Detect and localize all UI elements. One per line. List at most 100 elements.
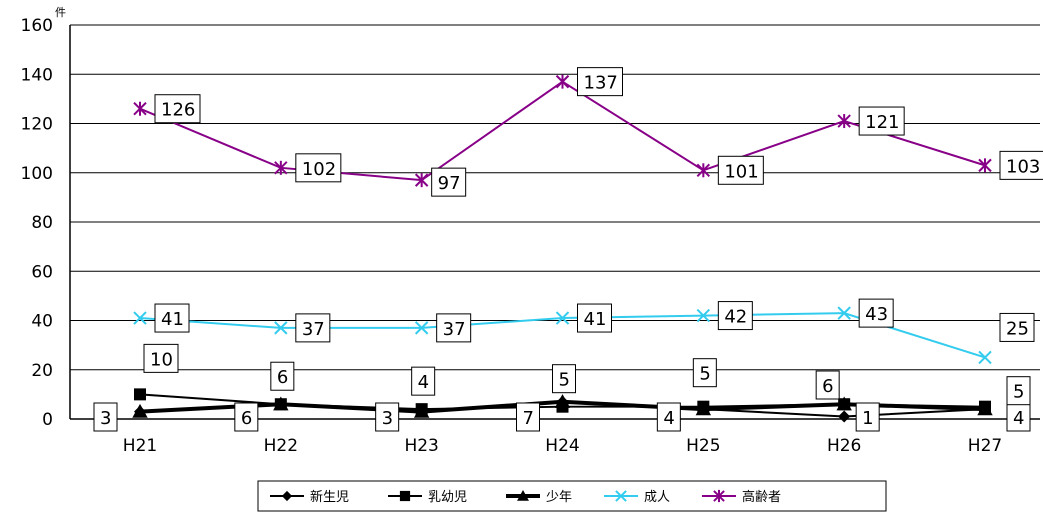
data-label-成人-H25-text: 42 [724, 307, 747, 328]
point-成人-H24 [555, 311, 570, 325]
legend-marker-少年 [517, 490, 529, 501]
data-label-乳幼児-H26-text: 6 [822, 376, 833, 397]
data-label-新生児-H25-box [656, 402, 681, 432]
legend-marker-高齢者 [713, 489, 725, 503]
data-label-新生児-H22-text: 6 [241, 408, 252, 429]
data-label-乳幼児-H21-text: 10 [150, 349, 173, 370]
data-label-乳幼児-H21: 10 [143, 343, 179, 373]
point-少年-H24 [554, 394, 571, 408]
data-label-乳幼児-H23-box [411, 366, 436, 396]
y-tick-label-160: 160 [21, 16, 53, 36]
data-label-高齢者-H21-text: 126 [161, 100, 195, 121]
y-tick-labels: 0 20 40 60 80 100 120 140 160 [21, 16, 53, 430]
x-tick-label-H24: H24 [545, 436, 579, 456]
data-label-乳幼児-H21-box [143, 343, 179, 373]
point-成人-H23 [414, 321, 429, 335]
y-tick-label-80: 80 [31, 213, 53, 233]
point-成人-H21 [133, 311, 147, 325]
point-高齢者-H21 [133, 101, 147, 116]
data-label-高齢者-H26-text: 121 [865, 112, 899, 133]
y-tick-label-40: 40 [31, 312, 53, 332]
data-label-乳幼児-H24-text: 5 [559, 370, 570, 391]
grid-lines [70, 24, 1040, 371]
point-少年-H27 [977, 401, 993, 416]
data-label-高齢者-H25-text: 101 [724, 161, 758, 182]
data-label-乳幼児-H27-box [1006, 376, 1031, 406]
legend-label-新生児: 新生児 [310, 489, 349, 505]
series-group [132, 74, 993, 423]
data-label-高齢者-H24-text: 137 [584, 73, 618, 94]
data-label-新生児-H23: 3 [375, 402, 400, 432]
legend-label-高齢者: 高齢者 [742, 489, 781, 505]
point-新生児-H26 [838, 410, 851, 423]
data-label-乳幼児-H23: 4 [411, 366, 436, 396]
series-line-高齢者 [139, 80, 986, 182]
y-unit-label: 件 [55, 6, 66, 19]
data-label-高齢者-H21-box [154, 94, 201, 124]
data-label-高齢者-H22-box [295, 153, 342, 183]
data-label-成人-H26-text: 43 [865, 304, 888, 325]
data-label-乳幼児-H24: 5 [552, 364, 576, 394]
point-高齢者-H26 [837, 114, 851, 129]
point-少年-H21 [132, 403, 148, 418]
y-tick-label-140: 140 [21, 65, 53, 85]
data-label-成人-H24-text: 41 [584, 309, 607, 330]
point-少年-H25 [695, 401, 712, 416]
x-tick-label-H23: H23 [404, 436, 438, 456]
series-成人 [133, 306, 992, 365]
point-成人-H27 [978, 350, 992, 365]
data-label-新生児-H24: 7 [516, 402, 540, 432]
data-label-新生児-H23-box [375, 402, 400, 432]
legend-label-成人: 成人 [644, 490, 670, 505]
legend-item-成人: 成人 [604, 490, 670, 505]
data-label-新生児-H21-box [93, 402, 118, 432]
data-label-高齢者-H27-box [999, 150, 1043, 180]
legend-item-少年: 少年 [506, 490, 572, 505]
point-少年-H26 [836, 396, 852, 411]
data-label-新生児-H25-text: 4 [663, 408, 674, 429]
data-label-新生児-H26: 1 [855, 402, 880, 432]
data-label-成人-H23: 37 [436, 313, 472, 343]
legend-marker-新生児 [281, 490, 293, 502]
data-label-乳幼児-H25: 5 [692, 358, 717, 388]
data-label-高齢者-H22-text: 102 [302, 159, 336, 180]
data-label-成人-H24-box [577, 303, 612, 333]
point-高齢者-H24 [555, 74, 570, 89]
data-label-乳幼児-H24-box [552, 364, 576, 394]
point-乳幼児-H21 [134, 388, 146, 401]
x-tick-label-H25: H25 [686, 436, 720, 456]
data-label-新生児-H25: 4 [656, 402, 681, 432]
y-tick-label-60: 60 [31, 262, 53, 282]
point-高齢者-H23 [414, 173, 429, 188]
legend-marker-成人 [615, 490, 627, 502]
data-label-高齢者-H23-text: 97 [438, 173, 461, 194]
data-label-成人-H27: 25 [999, 312, 1035, 342]
legend-item-乳幼児: 乳幼児 [388, 490, 467, 505]
x-tick-label-H21: H21 [123, 436, 157, 456]
point-成人-H25 [696, 308, 711, 323]
data-label-乳幼児-H22-text: 6 [277, 367, 288, 388]
data-label-新生児-H22: 6 [234, 402, 259, 432]
data-label-新生児-H27-text: 4 [1013, 408, 1024, 429]
data-label-新生児-H27: 4 [1006, 402, 1031, 432]
data-label-新生児-H21: 3 [93, 402, 118, 432]
data-label-高齢者-H26-box [858, 106, 905, 136]
series-少年 [132, 394, 993, 418]
data-label-成人-H25-box [717, 301, 753, 331]
data-label-成人-H24: 41 [577, 303, 612, 333]
data-label-乳幼児-H22: 6 [270, 361, 295, 391]
data-label-乳幼児-H22-box [270, 361, 295, 391]
data-label-高齢者-H22: 102 [295, 153, 342, 183]
legend: 新生児 乳幼児 少年 成人 高齢者 [257, 480, 887, 512]
data-label-高齢者-H25-box [717, 155, 764, 185]
data-label-高齢者-H24: 137 [577, 67, 623, 97]
data-label-高齢者-H24-box [577, 67, 623, 97]
legend-marker-乳幼児 [399, 490, 411, 502]
y-tick-label-0: 0 [42, 410, 53, 430]
data-label-乳幼児-H26: 6 [815, 370, 840, 400]
point-高齢者-H27 [978, 158, 992, 173]
data-label-成人-H21-box [154, 303, 190, 333]
data-label-成人-H21-text: 41 [161, 309, 184, 330]
data-label-新生児-H24-text: 7 [523, 408, 534, 429]
